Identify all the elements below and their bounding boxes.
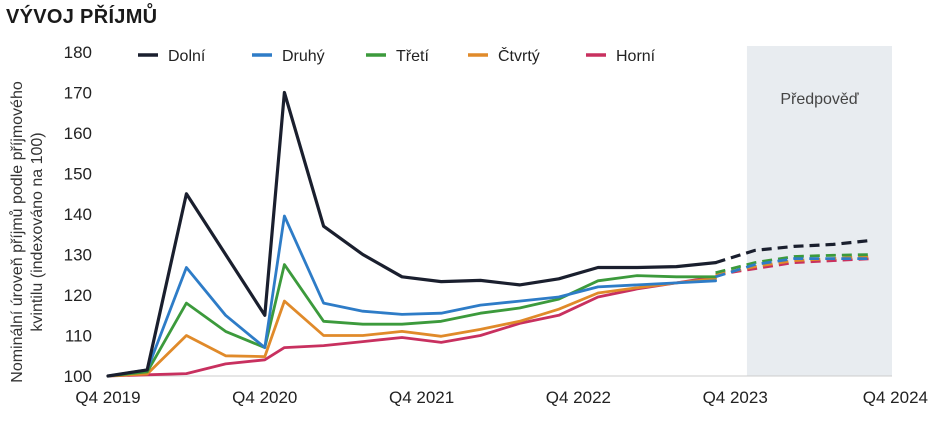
x-tick-label: Q4 2022 [546,388,611,407]
axes: 100 110 120 130 140 150 160 170 180 Q4 2019 Q4 202… [64,43,928,407]
chart-title: VÝVOJ PŘÍJMŮ [6,6,158,28]
legend: Dolní Druhý Třetí Čtvrtý Horní [138,46,656,65]
y-tick-label: 170 [64,84,92,103]
series-line-actual [106,277,717,378]
y-tick-label: 180 [64,43,92,62]
series-line-forecast [715,253,873,275]
forecast-region: Předpověď [746,46,892,376]
legend-label: Dolní [168,48,206,65]
y-axis-label-line: Nominální úroveň příjmů podle příjmového [8,81,26,383]
y-axis-label-line: kvintilu (indexováno na 100) [29,132,46,331]
series-line-actual [106,90,718,378]
series-line-forecast [715,257,873,279]
y-axis-label-group: Nominální úroveň příjmů podle příjmového… [8,81,46,383]
y-tick-label: 120 [64,286,92,305]
y-tick-label: 140 [64,205,92,224]
series-line-forecast [715,238,873,265]
legend-label: Třetí [396,48,429,65]
series-lines [106,90,873,378]
x-tick-label: Q4 2024 [863,388,928,407]
x-tick-label: Q4 2020 [232,388,297,407]
y-tick-label: 160 [64,124,92,143]
y-tick-label: 130 [64,246,92,265]
x-tick-label: Q4 2019 [75,388,140,407]
legend-label: Horní [616,48,656,65]
x-tick-label: Q4 2023 [703,388,768,407]
y-axis-label: Nominální úroveň příjmů podle příjmového… [8,81,46,383]
y-tick-label: 100 [64,367,92,386]
forecast-label: Předpověď [780,91,858,108]
x-tick-label: Q4 2021 [389,388,454,407]
series-line-actual [106,263,717,378]
series-line-actual [106,214,717,378]
y-tick-label: 150 [64,165,92,184]
series-line-actual [106,275,717,378]
y-tick-label: 110 [65,327,92,346]
legend-label: Druhý [282,48,325,65]
forecast-shade [746,46,892,376]
legend-label: Čtvrtý [498,46,540,65]
